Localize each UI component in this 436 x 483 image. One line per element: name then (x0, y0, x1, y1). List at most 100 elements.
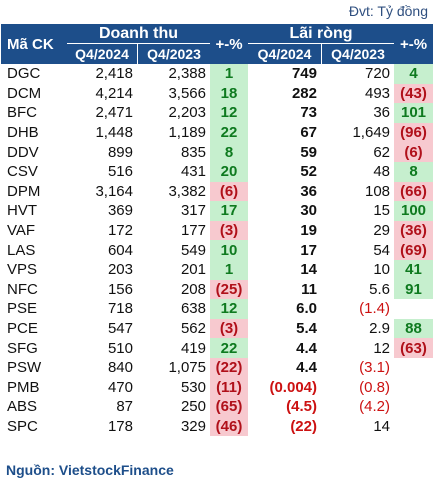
revenue-q4-2023-cell: 2,388 (168, 65, 206, 83)
profit-q4-2023-cell: 54 (373, 241, 391, 259)
profit-q4-2024-cell: 749 (291, 65, 317, 83)
profit-change-cell: (6) (394, 142, 434, 162)
revenue-q4-2023-cell: 2,203 (168, 104, 206, 122)
table-row: NFC 156 208 (25) 11 5.6 91 (1, 279, 434, 300)
profit-change-cell: 41 (394, 259, 434, 280)
profit-change-cell: (96) (394, 122, 434, 143)
source-note: Nguồn: VietstockFinance (6, 462, 174, 478)
revenue-q4-2023-cell: 835 (180, 143, 206, 161)
profit-q4-2024-cell: 14 (300, 261, 317, 279)
profit-q4-2023-cell: (3.1) (359, 359, 391, 377)
revenue-change-cell: (46) (210, 416, 248, 437)
profit-change-cell: (69) (394, 240, 434, 260)
table-row: PMB 470 530 (11) (0.004) (0.8) (1, 377, 433, 398)
table-row: DHB 1,448 1,189 22 67 1,649 (96) (1, 122, 434, 143)
revenue-change-cell: (22) (210, 357, 248, 378)
profit-q4-2024-cell: 4.4 (296, 359, 317, 377)
profit-q4-2023-cell: 720 (364, 65, 391, 83)
revenue-change-cell: 20 (210, 161, 248, 182)
ticker-cell: DHB (7, 124, 39, 142)
ticker-cell: VPS (7, 261, 38, 279)
profit-q4-2023-cell: 1,649 (352, 124, 391, 142)
profit-change-cell: (43) (394, 83, 434, 104)
profit-q4-2024-cell: 36 (300, 182, 317, 200)
revenue-q4-2024-header: Q4/2024 (67, 43, 137, 64)
profit-q4-2024-cell: 17 (300, 241, 317, 259)
table-row: HVT 369 317 17 30 15 100 (1, 201, 434, 221)
profit-q4-2023-cell: 12 (373, 339, 391, 357)
profit-q4-2024-cell: 282 (291, 84, 317, 102)
profit-q4-2024-cell: 30 (300, 202, 317, 220)
profit-change-cell: 100 (394, 201, 434, 221)
table-row: DGC 2,418 2,388 1 749 720 4 (1, 64, 434, 84)
revenue-change-cell: 1 (210, 64, 248, 84)
profit-q4-2024-cell: 59 (300, 143, 317, 161)
table-row: PCE 547 562 (3) 5.4 2.9 88 (1, 318, 434, 339)
profit-q4-2023-cell: 36 (373, 104, 391, 122)
ticker-cell: SFG (7, 339, 38, 357)
profit-change-cell: (36) (394, 220, 434, 241)
profit-q4-2024-cell: 67 (300, 124, 317, 142)
table-row: DCM 4,214 3,566 18 282 493 (43) (1, 83, 434, 104)
table-row: VAF 172 177 (3) 19 29 (36) (1, 220, 434, 241)
revenue-change-cell: 12 (210, 103, 248, 123)
table-row: BFC 2,471 2,203 12 73 36 101 (1, 103, 434, 123)
unit-label: Đvt: Tỷ đồng (348, 3, 428, 19)
revenue-q4-2024-cell: 178 (107, 417, 133, 435)
ticker-cell: NFC (7, 280, 38, 298)
profit-q4-2023-cell: 15 (373, 202, 391, 220)
table-row: SPC 178 329 (46) (22) 14 (1, 416, 433, 437)
table-row: PSE 718 638 12 6.0 (1.4) (1, 299, 433, 319)
revenue-q4-2023-cell: 177 (180, 222, 206, 240)
profit-q4-2024-cell: 11 (301, 280, 317, 298)
profit-change-cell (394, 417, 433, 437)
revenue-q4-2024-cell: 203 (107, 261, 133, 279)
revenue-q4-2023-cell: 638 (180, 300, 206, 318)
revenue-q4-2024-cell: 840 (107, 359, 133, 377)
profit-q4-2023-cell: 493 (364, 84, 391, 102)
revenue-change-cell: (65) (210, 397, 248, 417)
revenue-q4-2023-cell: 250 (180, 398, 206, 416)
revenue-q4-2024-cell: 87 (116, 398, 133, 416)
table-body: DGC 2,418 2,388 1 749 720 4 DCM 4,214 3,566 18 282 4… (1, 64, 434, 437)
profit-change-cell (394, 358, 433, 378)
revenue-change-cell: (6) (210, 181, 248, 202)
table-row: DPM 3,164 3,382 (6) 36 108 (66) (1, 181, 434, 202)
revenue-q4-2024-cell: 4,214 (95, 84, 133, 102)
profit-q4-2023-cell: 2.9 (369, 320, 391, 338)
profit-q4-2023-cell: 108 (364, 182, 391, 200)
revenue-q4-2024-cell: 516 (107, 163, 133, 181)
profit-q4-2024-cell: 73 (300, 104, 317, 122)
profit-q4-2023-cell: 5.6 (369, 280, 391, 298)
revenue-change-cell: 12 (210, 299, 248, 319)
profit-pct-header: +-% (394, 24, 434, 64)
profit-change-cell (394, 378, 433, 398)
profit-q4-2023-cell: (0.8) (359, 378, 391, 396)
revenue-change-cell: 10 (210, 240, 248, 260)
ticker-cell: LAS (7, 241, 36, 259)
ticker-cell: VAF (7, 222, 36, 240)
revenue-q4-2023-cell: 208 (180, 280, 206, 298)
revenue-group-header: Doanh thu (67, 24, 210, 43)
revenue-q4-2024-cell: 470 (107, 378, 133, 396)
profit-q4-2023-cell: (4.2) (359, 398, 391, 416)
ticker-cell: PCE (7, 320, 38, 338)
revenue-q4-2023-cell: 419 (180, 339, 206, 357)
ticker-cell: DPM (7, 182, 41, 200)
table-row: VPS 203 201 1 14 10 41 (1, 259, 434, 280)
ticker-cell: DCM (7, 84, 42, 102)
revenue-change-cell: (25) (210, 279, 248, 300)
profit-change-cell: 4 (394, 64, 434, 84)
revenue-change-cell: (11) (210, 377, 248, 398)
profit-q4-2024-cell: 52 (300, 163, 317, 181)
revenue-q4-2023-cell: 549 (180, 241, 206, 259)
profit-q4-2023-cell: (1.4) (359, 300, 391, 318)
revenue-q4-2023-cell: 201 (180, 261, 206, 279)
revenue-q4-2023-cell: 562 (180, 320, 206, 338)
revenue-change-cell: (3) (210, 318, 248, 339)
revenue-q4-2023-cell: 431 (180, 163, 206, 181)
profit-q4-2023-cell: 62 (373, 143, 391, 161)
revenue-change-cell: 18 (210, 83, 248, 104)
revenue-q4-2024-cell: 547 (107, 320, 133, 338)
revenue-q4-2024-cell: 1,448 (95, 124, 133, 142)
